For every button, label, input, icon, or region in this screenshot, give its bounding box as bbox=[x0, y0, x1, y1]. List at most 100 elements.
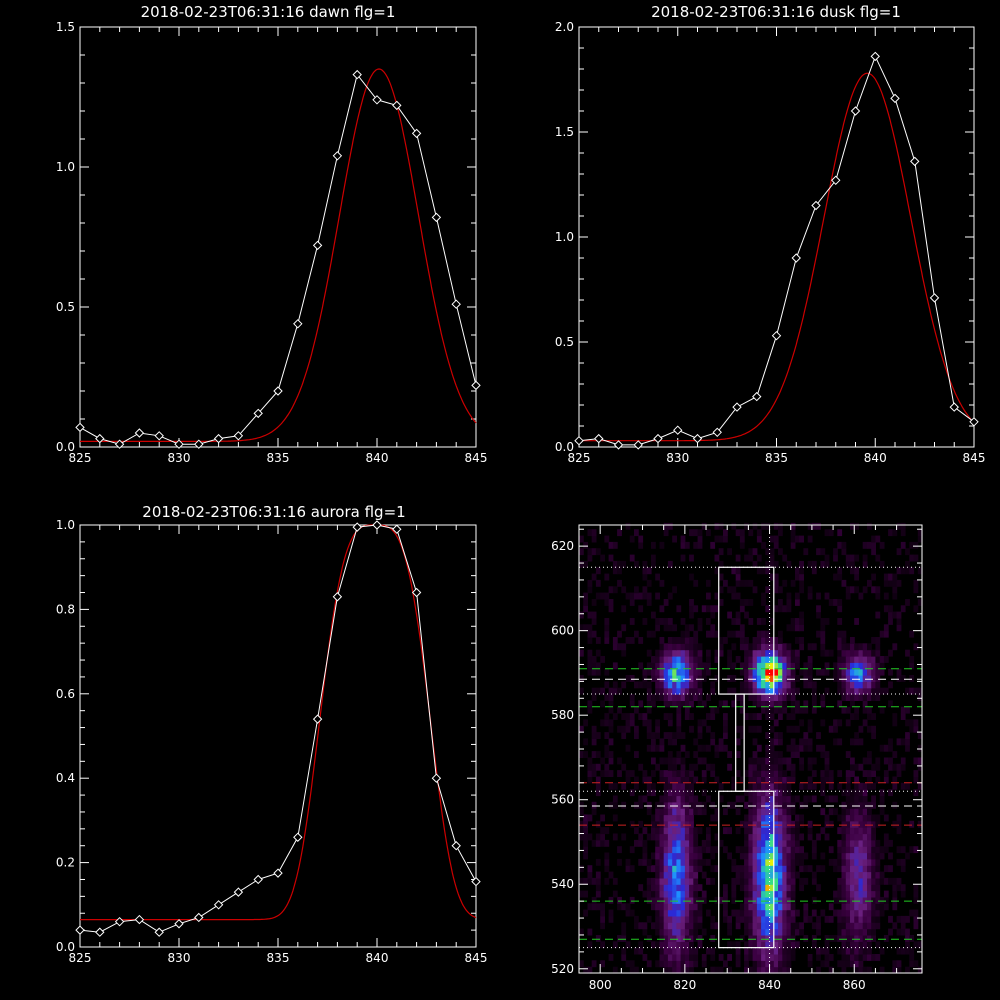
image-pixel bbox=[752, 763, 758, 771]
image-pixel bbox=[799, 833, 804, 841]
image-pixel bbox=[824, 529, 830, 537]
image-pixel bbox=[710, 846, 716, 854]
image-pixel bbox=[651, 656, 656, 663]
image-pixel bbox=[782, 795, 788, 803]
image-pixel bbox=[684, 662, 690, 670]
image-pixel bbox=[739, 700, 745, 708]
image-pixel bbox=[680, 827, 686, 835]
image-pixel bbox=[731, 776, 737, 784]
image-pixel bbox=[646, 960, 652, 968]
image-pixel bbox=[612, 782, 618, 790]
image-pixel bbox=[858, 649, 864, 657]
image-pixel bbox=[591, 903, 597, 911]
image-pixel bbox=[828, 649, 834, 657]
image-pixel bbox=[667, 801, 673, 809]
image-pixel bbox=[689, 681, 694, 689]
image-pixel bbox=[663, 529, 669, 537]
image-pixel bbox=[651, 630, 656, 638]
image-pixel bbox=[684, 871, 690, 879]
image-pixel bbox=[879, 744, 885, 752]
image-pixel bbox=[909, 567, 915, 575]
image-pixel bbox=[765, 567, 771, 575]
image-pixel bbox=[680, 618, 686, 625]
image-pixel bbox=[731, 675, 737, 682]
image-pixel bbox=[689, 782, 694, 790]
image-pixel bbox=[706, 649, 711, 657]
image-pixel bbox=[651, 732, 656, 739]
image-pixel bbox=[587, 770, 593, 777]
image-pixel bbox=[875, 903, 881, 911]
image-pixel bbox=[752, 947, 758, 955]
image-pixel bbox=[642, 827, 648, 835]
image-pixel bbox=[752, 852, 758, 860]
image-pixel bbox=[778, 820, 783, 828]
image-pixel bbox=[795, 909, 800, 917]
image-pixel bbox=[663, 757, 669, 765]
image-pixel bbox=[790, 700, 796, 708]
image-pixel bbox=[778, 915, 783, 923]
image-pixel bbox=[790, 681, 796, 689]
image-pixel bbox=[761, 954, 766, 961]
image-pixel bbox=[731, 896, 737, 904]
image-pixel bbox=[807, 586, 813, 594]
image-pixel bbox=[595, 548, 601, 556]
image-pixel bbox=[841, 966, 847, 974]
image-pixel bbox=[710, 915, 716, 923]
image-pixel bbox=[684, 808, 690, 816]
image-pixel bbox=[782, 649, 788, 657]
image-pixel bbox=[841, 814, 847, 822]
image-pixel bbox=[807, 725, 813, 733]
image-pixel bbox=[735, 592, 741, 600]
image-pixel bbox=[778, 852, 783, 860]
image-pixel bbox=[769, 909, 775, 917]
image-pixel bbox=[689, 820, 694, 828]
image-pixel bbox=[735, 941, 741, 949]
image-pixel bbox=[905, 935, 910, 942]
image-pixel bbox=[600, 656, 605, 663]
image-pixel bbox=[604, 877, 610, 885]
image-pixel bbox=[778, 884, 783, 892]
image-pixel bbox=[591, 770, 597, 777]
image-pixel bbox=[837, 858, 843, 866]
image-pixel bbox=[786, 858, 792, 866]
image-pixel bbox=[778, 941, 783, 949]
image-pixel bbox=[888, 865, 893, 873]
image-pixel bbox=[909, 719, 915, 727]
image-pixel bbox=[706, 656, 711, 663]
image-pixel bbox=[587, 706, 593, 714]
image-pixel bbox=[634, 966, 639, 974]
image-pixel bbox=[871, 649, 876, 657]
image-pixel bbox=[723, 909, 728, 917]
image-pixel bbox=[595, 763, 601, 771]
image-pixel bbox=[697, 618, 703, 625]
image-pixel bbox=[638, 922, 644, 930]
image-pixel bbox=[862, 827, 868, 835]
image-pixel bbox=[604, 681, 610, 689]
image-pixel bbox=[689, 928, 694, 936]
image-pixel bbox=[731, 865, 737, 873]
image-pixel bbox=[625, 903, 631, 911]
image-pixel bbox=[896, 611, 902, 619]
image-pixel bbox=[816, 522, 821, 530]
image-pixel bbox=[655, 732, 660, 739]
image-pixel bbox=[773, 833, 779, 841]
image-pixel bbox=[782, 706, 788, 714]
image-pixel bbox=[786, 643, 792, 651]
image-pixel bbox=[833, 738, 838, 746]
image-pixel bbox=[752, 915, 758, 923]
image-pixel bbox=[769, 656, 775, 663]
image-pixel bbox=[727, 656, 732, 663]
image-pixel bbox=[672, 877, 677, 885]
image-pixel bbox=[824, 935, 830, 942]
image-pixel bbox=[663, 896, 669, 904]
image-pixel bbox=[659, 694, 665, 701]
image-pixel bbox=[786, 801, 792, 809]
image-pixel bbox=[807, 656, 813, 663]
image-pixel bbox=[786, 909, 792, 917]
image-pixel bbox=[824, 820, 830, 828]
image-pixel bbox=[778, 687, 783, 695]
image-pixel bbox=[778, 776, 783, 784]
image-pixel bbox=[667, 935, 673, 942]
image-pixel bbox=[663, 833, 669, 841]
image-pixel bbox=[782, 852, 788, 860]
